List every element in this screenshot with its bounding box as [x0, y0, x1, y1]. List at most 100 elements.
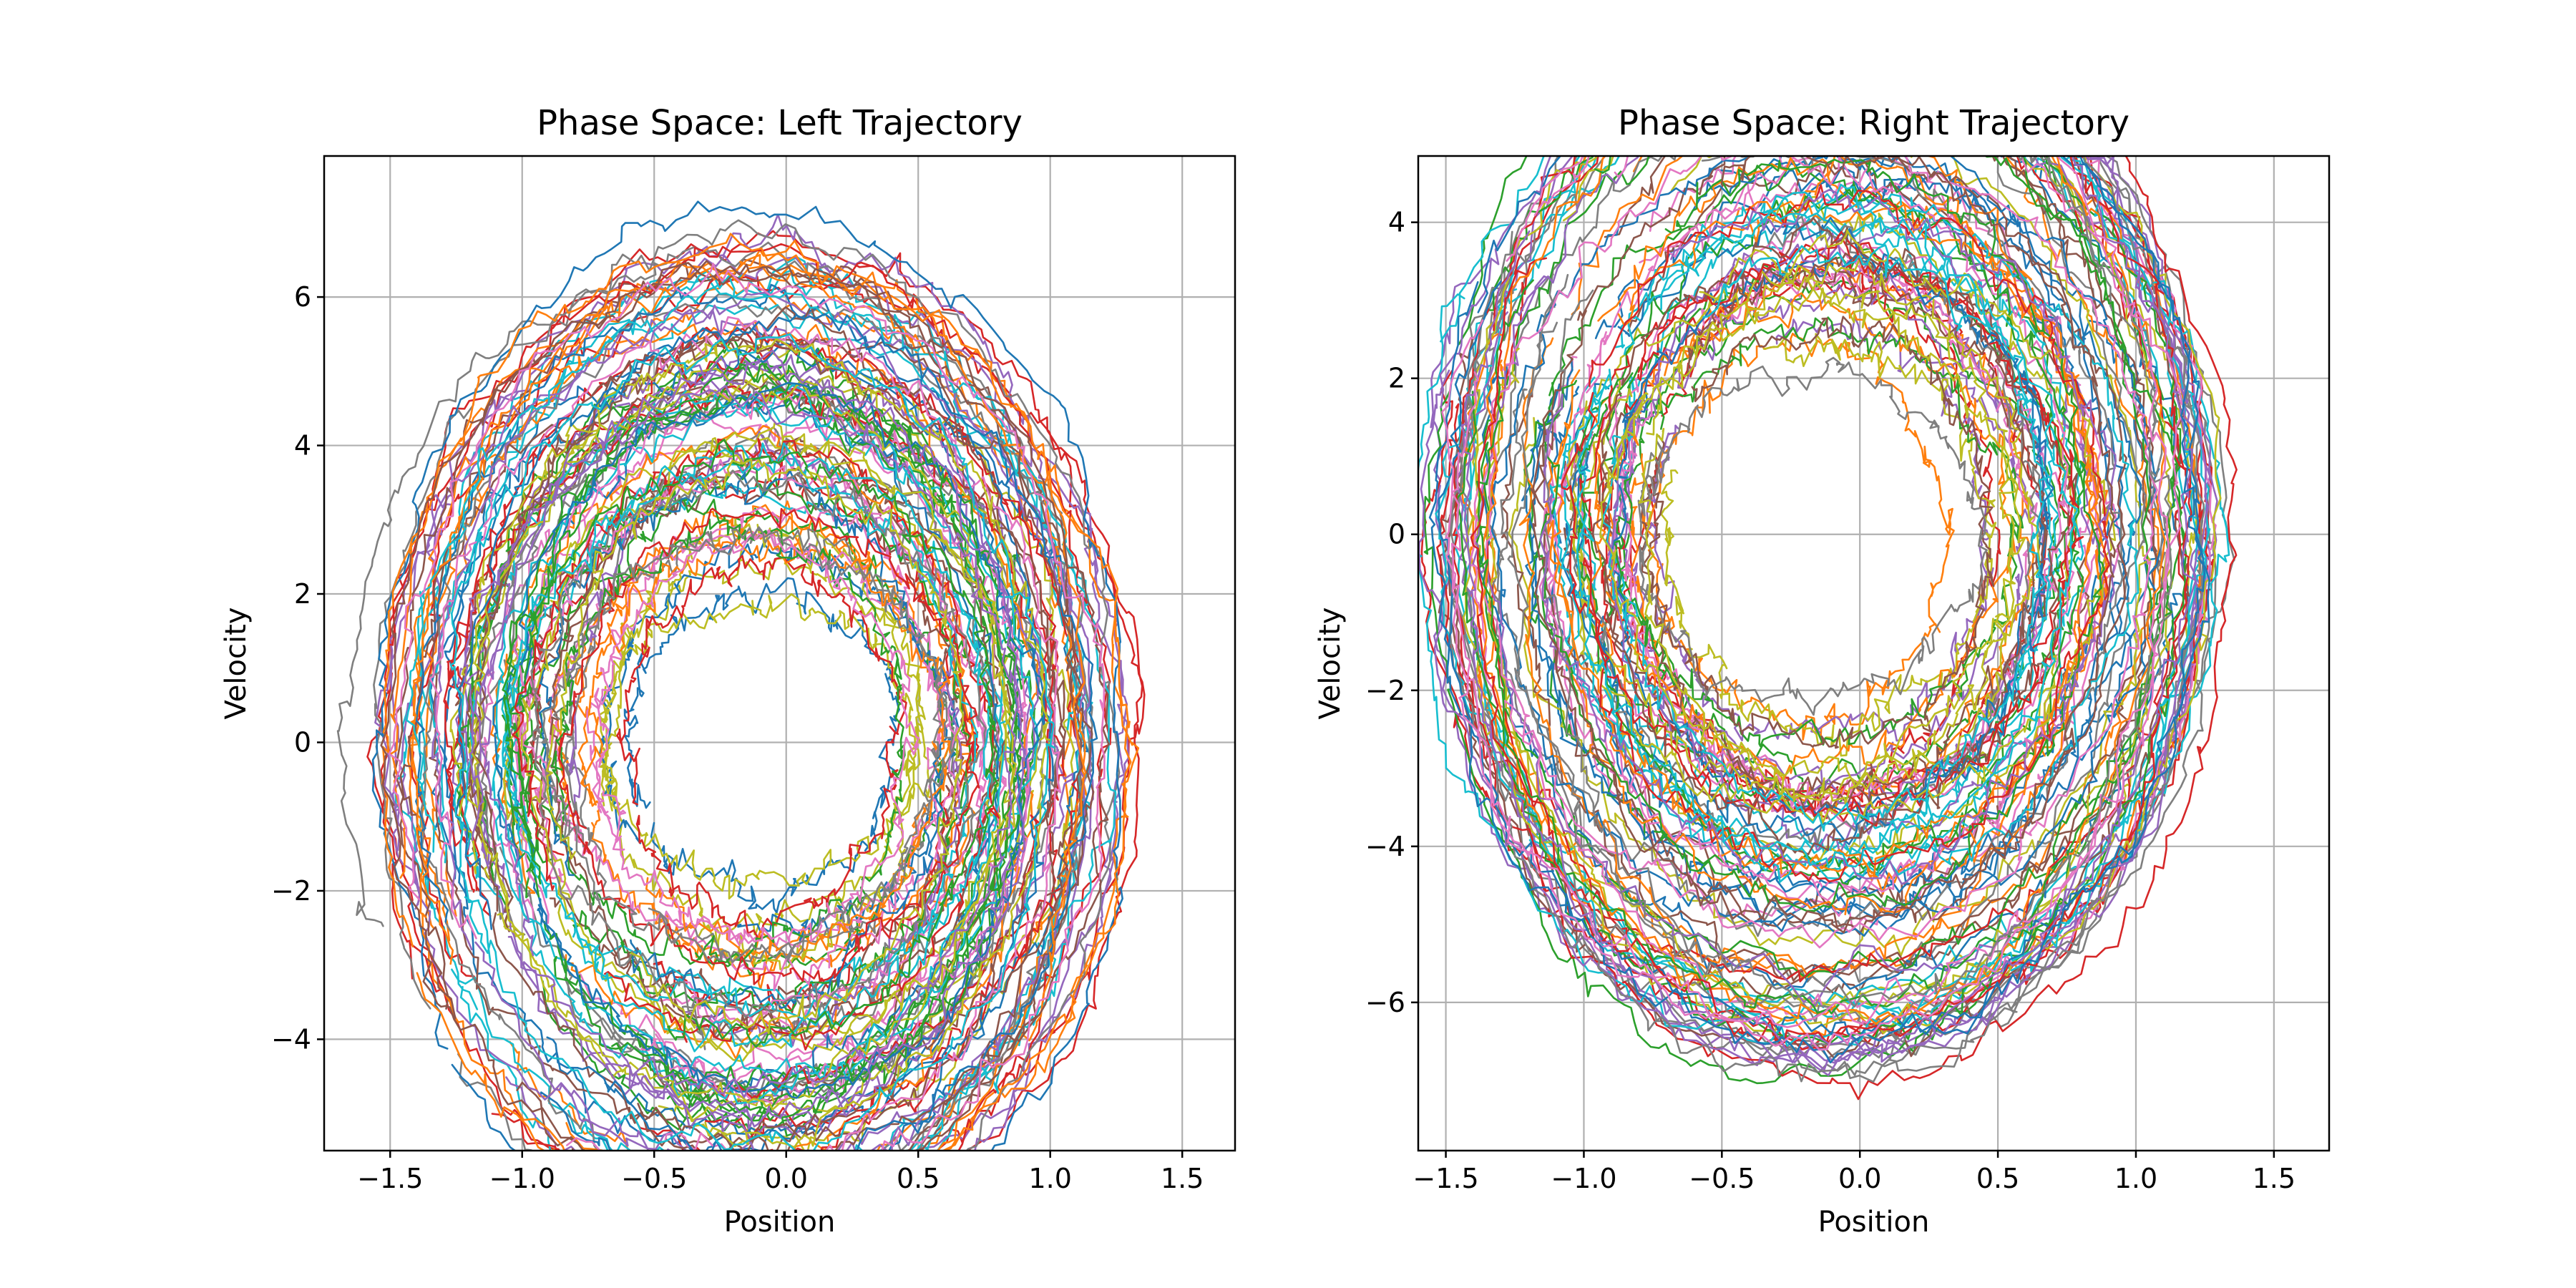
trajectory-line — [592, 529, 920, 947]
x-tick-label: 1.0 — [2114, 1163, 2157, 1194]
trajectory-line — [505, 363, 1021, 1122]
y-tick-label: −4 — [1365, 831, 1405, 862]
x-tick-label: 0.5 — [1976, 1163, 2019, 1194]
y-tick-label: −6 — [1365, 987, 1405, 1018]
trajectory-line — [455, 354, 1041, 1142]
trajectory-line — [466, 331, 1067, 1151]
trajectory-line — [580, 535, 952, 958]
trajectory-line — [541, 526, 953, 963]
trajectory-line — [388, 263, 1106, 1151]
right-subplot: −1.5 −1.0 −0.5 0.0 0.5 1.0 1.5 −6 −4 −2 0 2 4 Phase … — [1314, 103, 2331, 1239]
x-tick-label: −1.0 — [1551, 1163, 1616, 1194]
trajectory-line — [1463, 156, 2222, 1035]
x-tick-label: −0.5 — [621, 1163, 687, 1194]
trajectory-line — [419, 293, 1094, 1151]
trajectory-line — [599, 547, 926, 936]
x-tick-label: 1.5 — [2253, 1163, 2296, 1194]
trajectory-line — [1445, 156, 2185, 1028]
y-tick-label: 2 — [1388, 363, 1405, 394]
trajectory-line — [550, 518, 906, 967]
y-tick-label: 2 — [294, 578, 311, 610]
trajectory-line — [1496, 156, 2124, 937]
trajectory-line — [503, 482, 1005, 1005]
trajectory-line — [1565, 229, 2117, 824]
trajectory-line — [1606, 225, 2107, 855]
trajectory-line — [1561, 184, 2111, 883]
y-tick-label: 0 — [1388, 519, 1405, 550]
trajectory-line — [380, 230, 1143, 1151]
trajectory-line — [371, 200, 1123, 1151]
trajectory-line — [1543, 156, 2172, 1008]
trajectory-line — [492, 381, 1045, 1099]
y-tick-label: −4 — [271, 1023, 311, 1055]
x-tick-label: −0.5 — [1689, 1163, 1755, 1194]
x-tick-label: 0.0 — [1838, 1163, 1881, 1194]
trajectory-line — [1420, 156, 2213, 1050]
left-trajectories — [336, 200, 1146, 1151]
trajectory-line — [336, 241, 1089, 1151]
trajectory-line — [623, 577, 900, 914]
trajectory-line — [1642, 316, 1995, 749]
trajectory-line — [1533, 158, 2105, 912]
trajectory-line — [1441, 156, 2170, 1051]
trajectory-line — [449, 338, 1053, 1148]
trajectory-line — [502, 442, 992, 1053]
x-tick-label: −1.5 — [1413, 1163, 1478, 1194]
trajectory-line — [463, 385, 1019, 1098]
trajectory-line — [1576, 187, 2085, 872]
trajectory-line — [502, 438, 999, 1048]
right-y-axis-label: Velocity — [1314, 608, 1347, 720]
trajectory-line — [373, 219, 1121, 1151]
trajectory-line — [393, 260, 1095, 1151]
x-tick-label: 0.5 — [897, 1163, 940, 1194]
y-tick-label: 0 — [294, 726, 311, 758]
left-subplot: −1.5 −1.0 −0.5 0.0 0.5 1.0 1.5 −4 −2 0 2 4 6 Phase S… — [220, 103, 1236, 1239]
right-axes-frame — [1417, 155, 2331, 1152]
x-tick-label: −1.5 — [357, 1163, 423, 1194]
trajectory-line — [598, 542, 960, 942]
trajectory-line — [1544, 156, 2098, 916]
x-tick-label: 0.0 — [765, 1163, 808, 1194]
right-x-axis-label: Position — [1818, 1206, 1930, 1239]
x-tick-label: 1.5 — [1161, 1163, 1204, 1194]
left-y-axis-label: Velocity — [220, 608, 253, 720]
y-tick-label: −2 — [1365, 675, 1405, 706]
left-ticks: −1.5 −1.0 −0.5 0.0 0.5 1.0 1.5 −4 −2 0 2 4 6 — [271, 281, 1204, 1194]
left-axes-frame — [323, 155, 1236, 1152]
trajectory-line — [520, 431, 1015, 1055]
trajectory-line — [512, 438, 1000, 1051]
trajectory-line — [410, 249, 1140, 1151]
trajectory-line — [449, 333, 1055, 1151]
right-chart-title: Phase Space: Right Trajectory — [1618, 103, 2129, 143]
left-chart-title: Phase Space: Left Trajectory — [537, 103, 1023, 143]
trajectory-line — [399, 332, 1065, 1151]
trajectory-line — [1571, 253, 2042, 805]
trajectory-line — [455, 313, 1098, 1151]
trajectory-line — [616, 555, 907, 940]
trajectory-line — [490, 425, 976, 1060]
trajectory-line — [1470, 156, 2192, 1045]
x-tick-label: −1.0 — [489, 1163, 555, 1194]
trajectory-line — [474, 349, 1026, 1128]
trajectory-line — [1438, 156, 2162, 998]
trajectory-line — [389, 233, 1087, 1151]
trajectory-line — [1584, 217, 2046, 856]
trajectory-line — [545, 458, 964, 1035]
trajectory-line — [429, 316, 1062, 1151]
x-tick-label: 1.0 — [1028, 1163, 1071, 1194]
trajectory-line — [1637, 356, 1988, 716]
trajectory-line — [1539, 188, 2117, 885]
trajectory-line — [1508, 156, 2151, 957]
trajectory-line — [1556, 183, 2140, 883]
trajectory-line — [1576, 201, 2079, 869]
trajectory-line — [1549, 203, 2109, 877]
y-tick-label: 6 — [294, 281, 311, 313]
trajectory-line — [1452, 156, 2238, 1101]
trajectory-line — [1530, 156, 2116, 934]
y-tick-label: 4 — [294, 430, 311, 462]
trajectory-line — [406, 286, 1117, 1151]
trajectory-line — [1638, 272, 2016, 803]
trajectory-line — [1468, 156, 2158, 949]
trajectory-line — [380, 262, 1110, 1151]
